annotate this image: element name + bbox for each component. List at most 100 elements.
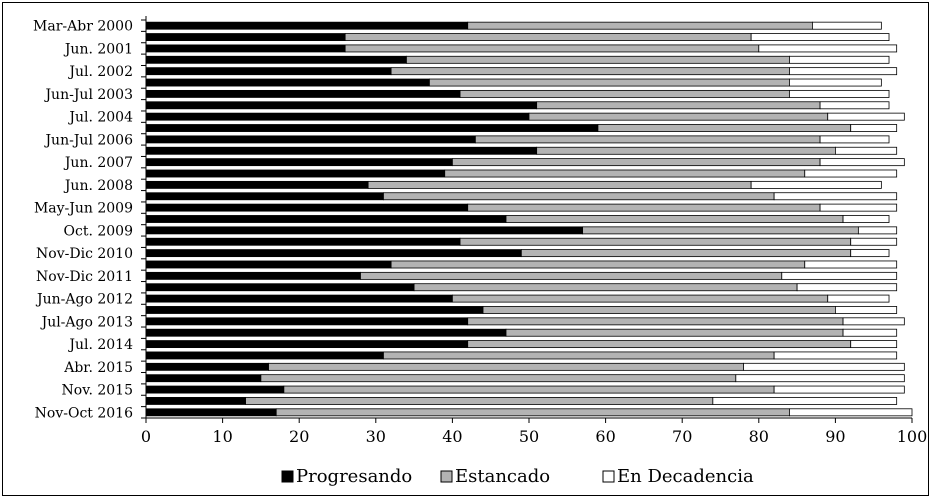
bar-estancado: [459, 89, 790, 98]
bar-estancado: [536, 146, 836, 155]
axes-layer: [141, 16, 913, 423]
bar-progresando: [145, 283, 415, 292]
bar-progresando: [145, 124, 599, 132]
legend-swatch: [602, 470, 615, 483]
legend-label: Estancado: [455, 466, 550, 487]
bar-progresando: [145, 237, 461, 246]
bar-estancado: [406, 55, 790, 64]
category-label: Jul. 2002: [67, 64, 133, 80]
category-label: Jun. 2001: [63, 41, 133, 57]
bar-estancado: [505, 215, 844, 223]
legend: Progresando Estancado En Decadencia: [281, 466, 754, 487]
bar-en-decadencia: [857, 226, 898, 235]
bar-progresando: [145, 397, 246, 405]
bar-en-decadencia: [827, 112, 905, 121]
bar-progresando: [145, 226, 584, 235]
bar-en-decadencia: [781, 271, 898, 280]
bar-progresando: [145, 260, 392, 269]
category-label: Abr. 2015: [63, 360, 133, 376]
bar-en-decadencia: [850, 249, 890, 258]
bar-estancado: [383, 351, 775, 360]
bar-progresando: [145, 78, 430, 87]
bar-progresando: [145, 89, 461, 98]
bar-estancado: [275, 408, 790, 417]
category-label: Jun-Jul 2006: [43, 132, 133, 148]
bar-en-decadencia: [819, 135, 890, 144]
bar-estancado: [467, 203, 821, 212]
category-label: Nov-Oct 2016: [35, 405, 133, 421]
bar-estancado: [367, 180, 752, 189]
legend-item-progresando: Progresando: [281, 466, 412, 487]
bar-en-decadencia: [712, 397, 898, 405]
legend-item-en-decadencia: En Decadencia: [602, 466, 754, 487]
bar-progresando: [145, 146, 538, 155]
bar-progresando: [145, 317, 469, 326]
legend-label: En Decadencia: [617, 466, 754, 487]
bar-en-decadencia: [773, 351, 898, 360]
bar-estancado: [520, 249, 852, 258]
bar-en-decadencia: [804, 169, 898, 178]
bar-estancado: [467, 317, 844, 326]
x-tick-label: 60: [595, 427, 615, 446]
category-label: Jun. 2008: [63, 178, 133, 194]
category-label: Mar-Abr 2000: [33, 19, 133, 35]
bar-en-decadencia: [812, 21, 882, 30]
bar-progresando: [145, 192, 384, 201]
bar-progresando: [145, 408, 277, 417]
legend-item-estancado: Estancado: [440, 466, 550, 487]
bar-progresando: [145, 67, 392, 76]
bar-estancado: [444, 169, 806, 178]
bar-estancado: [474, 135, 821, 144]
bar-en-decadencia: [773, 385, 905, 394]
bar-progresando: [145, 55, 407, 64]
bar-en-decadencia: [789, 408, 913, 417]
bar-estancado: [283, 385, 775, 394]
bar-progresando: [145, 362, 269, 371]
bar-estancado: [245, 397, 714, 405]
bar-en-decadencia: [743, 362, 905, 371]
bar-en-decadencia: [835, 146, 898, 155]
category-label: Nov. 2015: [62, 383, 133, 399]
category-label: Jun-Jul 2003: [43, 87, 133, 103]
bars-layer: [145, 21, 913, 417]
x-tick-label: 70: [672, 427, 692, 446]
category-label: Nov-Dic 2011: [36, 269, 133, 285]
bar-estancado: [482, 306, 836, 314]
bar-estancado: [451, 294, 829, 303]
bar-progresando: [145, 169, 446, 178]
x-tick-labels: 0 10 20 30 40 50 60 70 80 90 100: [141, 427, 927, 446]
legend-label: Progresando: [296, 466, 412, 487]
bar-progresando: [145, 44, 346, 53]
bar-progresando: [145, 180, 369, 189]
bar-en-decadencia: [796, 283, 898, 292]
category-label: Jul. 2004: [67, 110, 133, 126]
bar-estancado: [467, 21, 813, 30]
bar-en-decadencia: [789, 67, 898, 76]
bar-progresando: [145, 112, 530, 121]
bar-en-decadencia: [819, 101, 890, 110]
bar-progresando: [145, 101, 538, 110]
category-label: Nov-Dic 2010: [36, 246, 133, 262]
bar-en-decadencia: [842, 328, 898, 337]
category-label: Oct. 2009: [64, 223, 133, 239]
bar-progresando: [145, 306, 484, 314]
bar-estancado: [467, 340, 852, 349]
bar-en-decadencia: [850, 124, 898, 132]
category-label: Jul-Ago 2013: [40, 314, 133, 330]
x-tick-label: 50: [519, 427, 539, 446]
bar-progresando: [145, 203, 469, 212]
category-labels: Mar-Abr 2000 Jun. 2001 Jul. 2002 Jun-Jul 20…: [33, 19, 133, 422]
legend-swatch: [440, 470, 453, 483]
bar-progresando: [145, 271, 361, 280]
bar-progresando: [145, 21, 469, 30]
bar-progresando: [145, 294, 453, 303]
bar-estancado: [429, 78, 790, 87]
bar-en-decadencia: [789, 78, 882, 87]
bar-estancado: [597, 124, 852, 132]
bar-progresando: [145, 351, 384, 360]
bar-progresando: [145, 33, 346, 41]
x-tick-label: 10: [212, 427, 232, 446]
bar-estancado: [390, 67, 790, 76]
bar-en-decadencia: [750, 33, 890, 41]
bar-en-decadencia: [850, 340, 898, 349]
